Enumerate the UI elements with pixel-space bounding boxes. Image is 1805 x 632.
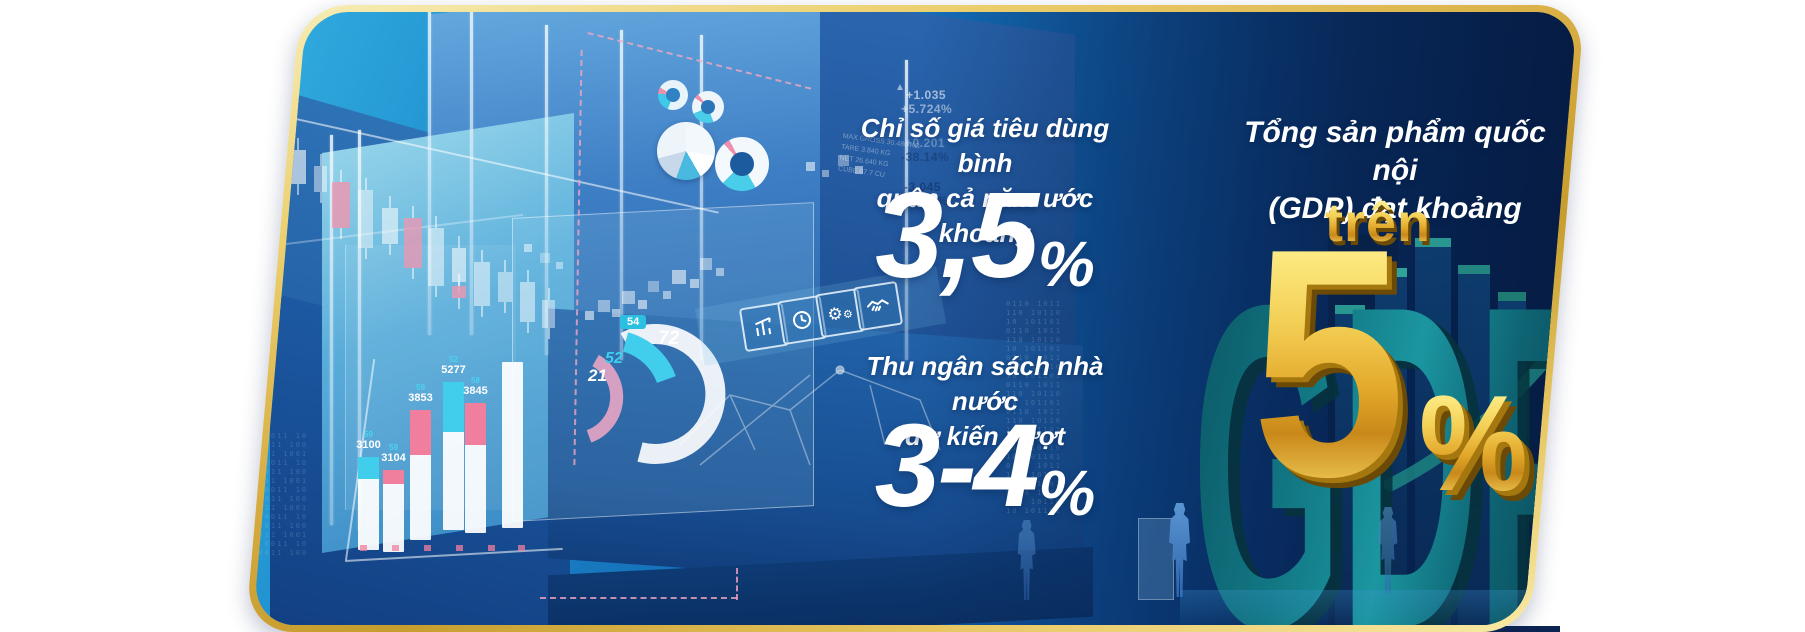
pixel-square <box>612 309 620 317</box>
bar-label: 59 3104 <box>373 443 414 465</box>
gauge-number: 52 <box>605 350 623 367</box>
bar <box>443 382 464 530</box>
bar-label: 59 3853 <box>400 383 441 405</box>
pixel-square <box>648 281 659 292</box>
pink-dashed-bottom-corner <box>736 568 738 600</box>
bar <box>383 470 404 552</box>
pixel-square <box>690 279 699 288</box>
candlestick <box>452 286 466 298</box>
bar-label-small: 59 <box>364 430 373 439</box>
budget-value-number: 3-4 <box>874 400 1037 532</box>
donut-chart-medium <box>692 91 724 123</box>
gdp-value-front: 5 % <box>1252 181 1577 544</box>
candlestick <box>358 190 373 248</box>
pixel-square <box>638 300 647 309</box>
infographic-card: 21 52 72 54 ⚙⚙ 59 3100 59 3104 59 3853 52 5277 58 38… <box>245 5 1585 632</box>
bar-label-value: 3853 <box>408 392 433 405</box>
gear-glyph: ⚙⚙ <box>826 303 854 325</box>
pixel-square <box>700 258 712 270</box>
gdp-value: 5 % 5 % 5 % 5% <box>1252 181 1577 554</box>
card-background: 21 52 72 54 ⚙⚙ 59 3100 59 3104 59 3853 52 5277 58 38… <box>252 12 1578 625</box>
bar-chart-icon <box>738 301 790 353</box>
bar-cap <box>465 403 486 445</box>
pixel-square <box>806 162 815 171</box>
candlestick <box>404 218 422 268</box>
bar-label-value: 5277 <box>441 364 466 377</box>
gdp-value-5: 5 <box>1252 181 1406 544</box>
handshake-icon <box>852 280 904 332</box>
binary-block: 01 0011 10 1 0011 100 0011 1001 01 0011 … <box>252 432 309 557</box>
pink-tick <box>488 545 495 551</box>
cpi-value-number: 3,5 <box>875 167 1036 303</box>
pink-tick <box>424 545 431 551</box>
candlestick <box>382 208 398 244</box>
bar-label-small: 52 <box>449 355 458 364</box>
bar-label: 58 3845 <box>455 376 496 398</box>
pixel-square <box>663 291 671 299</box>
pixel-square <box>585 311 594 320</box>
glass-box <box>1138 518 1174 600</box>
pie-chart <box>657 122 715 180</box>
pixel-square <box>598 300 610 312</box>
floor-reflection <box>1180 590 1578 625</box>
bar-cap <box>383 470 404 484</box>
cpi-value: 3,5 % <box>830 167 1140 303</box>
pixel-square <box>716 268 724 276</box>
pink-tick <box>518 545 525 551</box>
clock-icon <box>776 294 828 346</box>
pink-tick <box>456 545 463 551</box>
donut-chart-large <box>715 137 769 191</box>
bar-label-value: 3845 <box>463 385 488 398</box>
candlestick <box>332 182 350 228</box>
pink-dashed-bottom <box>540 597 737 599</box>
candlestick <box>498 272 512 302</box>
pink-tick <box>392 545 399 551</box>
circular-gauge-chart <box>586 324 726 464</box>
pixel-square <box>622 291 635 304</box>
budget-value: 3-4 % <box>830 400 1140 532</box>
pixel-square <box>822 170 829 177</box>
candlestick <box>428 228 444 286</box>
bar-label-small: 59 <box>389 443 398 452</box>
bar-cap <box>410 410 431 455</box>
bar <box>358 457 379 550</box>
donut-chart-small <box>658 80 688 110</box>
gdp-value-pct: % <box>1418 367 1528 519</box>
candlestick <box>290 150 306 184</box>
card-content-layer: 21 52 72 54 ⚙⚙ 59 3100 59 3104 59 3853 52 5277 58 38… <box>252 12 1578 625</box>
bar <box>502 362 523 528</box>
bar-label: 52 5277 <box>433 355 474 377</box>
candlestick <box>474 262 490 306</box>
bar-label-small: 58 <box>471 376 480 385</box>
pink-tick <box>360 545 367 551</box>
bar <box>410 410 431 540</box>
candlestick <box>542 300 555 328</box>
gdp-label-line1: Tổng sản phẩm quốc nội <box>1244 116 1546 187</box>
map-wireframe <box>679 365 941 466</box>
gauge-number: 54 <box>620 315 647 329</box>
pixel-square <box>556 262 563 269</box>
bar <box>465 403 486 533</box>
candlestick <box>314 166 327 192</box>
bar-label-value: 3104 <box>381 452 406 465</box>
candlestick <box>520 282 535 322</box>
pixel-square <box>540 253 550 263</box>
cpi-value-unit: % <box>1037 228 1095 300</box>
bar-label-small: 59 <box>416 383 425 392</box>
budget-value-unit: % <box>1038 457 1096 529</box>
pixel-square <box>672 270 686 284</box>
pixel-square <box>524 244 532 252</box>
gauge-number: 72 <box>658 328 680 349</box>
gauge-number: 21 <box>588 366 607 385</box>
ticker-value: ▲ <box>895 82 906 93</box>
